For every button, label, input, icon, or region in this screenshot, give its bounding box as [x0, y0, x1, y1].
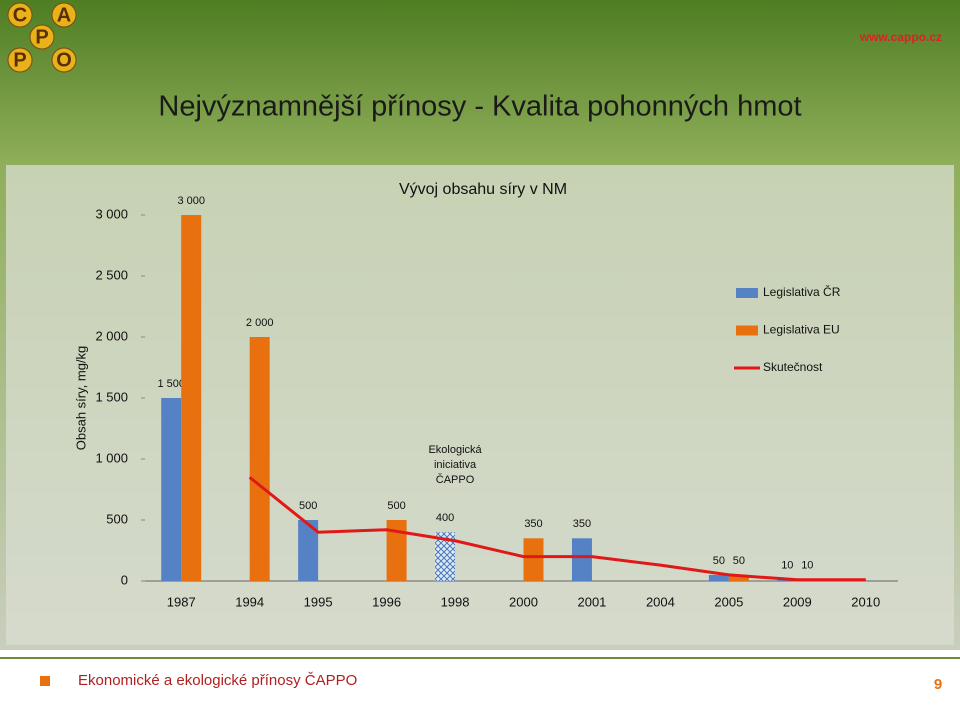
- value-label: 350: [524, 518, 542, 530]
- logo-letter: A: [57, 4, 71, 26]
- value-label: 500: [387, 500, 405, 512]
- x-tick-label: 2001: [577, 594, 606, 609]
- legend-label: Legislativa ČR: [763, 284, 841, 299]
- x-tick-label: 1996: [372, 594, 401, 609]
- x-tick-label: 2005: [714, 594, 743, 609]
- logo-circle: [51, 47, 77, 73]
- legend-swatch: [736, 325, 758, 336]
- value-label: 350: [573, 518, 591, 530]
- logo-circle: [7, 47, 33, 73]
- slide-title: Nejvýznamnější přínosy - Kvalita pohonný…: [158, 91, 801, 123]
- value-label: 50: [713, 555, 725, 567]
- value-label: 500: [299, 500, 317, 512]
- x-tick-label: 2010: [851, 594, 880, 609]
- value-label: 3 000: [177, 195, 205, 207]
- bar: [249, 337, 270, 581]
- x-tick-label: 2004: [646, 594, 675, 609]
- bar: [523, 538, 544, 581]
- y-tick-label: 0: [121, 572, 128, 587]
- chart-background: [6, 165, 954, 645]
- logo-circle: [7, 2, 33, 28]
- chart-title: Vývoj obsahu síry v NM: [399, 181, 567, 198]
- y-tick-label: 1 000: [95, 450, 128, 465]
- logo-circle: [29, 24, 55, 50]
- bar: [298, 520, 319, 581]
- legend-swatch: [736, 288, 758, 298]
- y-tick-label: 500: [106, 511, 128, 526]
- logo: C A P P O: [7, 2, 77, 73]
- logo-letter: P: [13, 49, 26, 71]
- line: [248, 476, 866, 582]
- value-label: 1 500: [157, 378, 185, 390]
- y-tick-label: 1 500: [95, 389, 128, 404]
- footer-band: [0, 650, 960, 716]
- x-tick-label: 1998: [441, 594, 470, 609]
- legend-label: Legislativa EU: [763, 323, 840, 337]
- logo-letter: O: [56, 49, 72, 71]
- logo-letter: C: [13, 4, 27, 26]
- y-tick-label: 3 000: [95, 206, 128, 221]
- page-number: 9: [934, 676, 942, 693]
- y-axis-label: Obsah síry, mg/kg: [73, 346, 88, 451]
- bar: [181, 215, 202, 581]
- bar: [728, 574, 749, 581]
- bar: [161, 398, 182, 581]
- x-tick-label: 2009: [783, 594, 812, 609]
- footer-text: Ekonomické a ekologické přínosy ČAPPO: [78, 672, 357, 689]
- x-tick-label: 2000: [509, 594, 538, 609]
- value-label: 400: [436, 512, 454, 524]
- bar: [435, 532, 456, 581]
- y-tick-label: 2 000: [95, 328, 128, 343]
- value-label: 50: [733, 555, 745, 567]
- annotation: Ekologická iniciativa ČAPPO: [428, 444, 482, 486]
- value-label: 10: [801, 560, 813, 572]
- footer-bullet: [40, 676, 50, 686]
- legend-label: Skutečnost: [763, 360, 823, 374]
- x-tick-label: 1994: [235, 594, 264, 609]
- value-label: 2 000: [246, 317, 274, 329]
- logo-circle: [51, 2, 77, 28]
- value-label: 10: [781, 560, 793, 572]
- bar: [386, 520, 407, 581]
- y-tick-label: 2 500: [95, 267, 128, 282]
- x-tick-label: 1995: [304, 594, 333, 609]
- url[interactable]: www.cappo.cz: [859, 30, 942, 44]
- bar: [571, 538, 592, 581]
- x-tick-label: 1987: [167, 594, 196, 609]
- logo-letter: P: [35, 26, 48, 48]
- bar: [708, 574, 729, 581]
